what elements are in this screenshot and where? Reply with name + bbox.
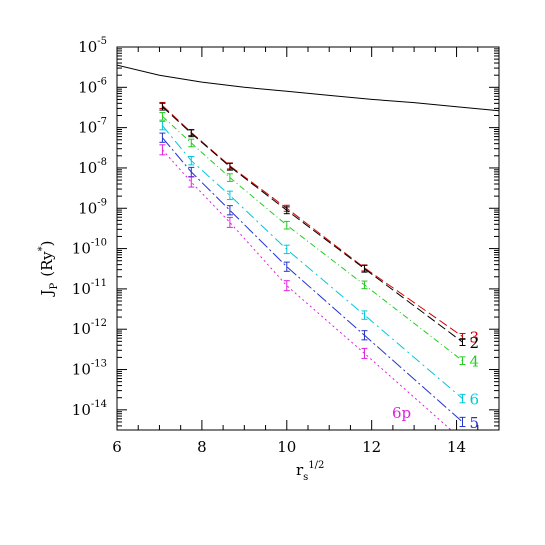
error-bar-6p-3 — [283, 280, 290, 292]
plot-content — [117, 64, 499, 430]
series-line-3 — [162, 105, 463, 337]
error-bar-6-0 — [159, 120, 166, 131]
error-bar-6p-0 — [159, 144, 166, 156]
error-bar-4-5 — [459, 356, 466, 365]
x-tick-label: 6 — [112, 438, 122, 456]
series-line-5 — [162, 137, 463, 423]
y-tick-label: 10-14 — [72, 399, 107, 419]
error-bar-6-5 — [459, 393, 466, 404]
error-bar-4-2 — [226, 173, 233, 182]
y-tick-label: 10-11 — [72, 278, 107, 298]
y-tick-label: 10-9 — [78, 197, 107, 217]
y-tick-label: 10-7 — [78, 117, 107, 137]
error-bar-6p-2 — [226, 216, 233, 228]
y-tick-labels: 10-14 10-13 10-12 10-11 10-10 10-9 10-8 10-7 10-… — [72, 36, 107, 419]
plot-frame — [116, 46, 500, 431]
series-line-2 — [162, 106, 463, 343]
error-bar-4-1 — [188, 138, 195, 148]
y-tick-label: 10-6 — [78, 76, 107, 96]
error-bar-5-2 — [226, 205, 233, 216]
error-bar-5-0 — [159, 132, 166, 143]
y-axis-title: JP(Ry*) — [37, 241, 60, 298]
error-bar-5-3 — [283, 261, 290, 272]
series-label-5: 5 — [469, 414, 479, 432]
error-bar-6-2 — [226, 190, 233, 201]
y-tick-label: 10-12 — [72, 318, 107, 338]
error-bar-6-3 — [283, 244, 290, 255]
error-bar-6-1 — [188, 155, 195, 166]
x-tick-label: 10 — [277, 438, 296, 456]
error-bar-5-5 — [459, 416, 466, 428]
y-tick-label: 10-8 — [78, 157, 107, 177]
axis-ticks — [116, 46, 500, 430]
x-tick-label: 12 — [362, 438, 381, 456]
error-bar-4-3 — [283, 220, 290, 230]
y-tick-label: 10-13 — [72, 359, 107, 379]
error-bar-6-4 — [361, 310, 368, 320]
error-bar-2-5 — [459, 338, 466, 347]
x-tick-label: 8 — [197, 438, 207, 456]
series-label-6: 6 — [469, 391, 479, 409]
series-line-6p — [162, 149, 452, 430]
series-label-6p: 6p — [392, 404, 411, 422]
series-label-4: 4 — [469, 353, 479, 371]
error-bar-4-4 — [361, 280, 368, 290]
reference-curve — [117, 64, 499, 112]
series-line-4 — [162, 115, 463, 362]
error-bar-6p-4 — [361, 347, 368, 359]
error-bar-2-3 — [283, 206, 290, 215]
series-line-6 — [162, 125, 463, 399]
series-label-3: 3 — [469, 328, 479, 346]
x-tick-labels: 6 8 10 12 14 — [112, 438, 466, 456]
x-tick-label: 14 — [447, 438, 466, 456]
y-tick-label: 10-10 — [72, 238, 107, 258]
error-bar-6p-1 — [188, 176, 195, 188]
error-bar-5-4 — [361, 330, 368, 341]
error-bar-2-1 — [188, 129, 195, 138]
error-bar-4-0 — [159, 112, 166, 121]
error-bar-2-2 — [226, 162, 233, 171]
y-tick-label: 10-5 — [78, 36, 107, 56]
x-axis-title: rs1/2 — [296, 460, 324, 483]
series-labels: 324 6 5 6p — [392, 328, 479, 431]
error-bar-2-4 — [361, 264, 368, 273]
series-label-2: 2 — [469, 334, 479, 352]
error-bar-2-0 — [159, 102, 166, 111]
